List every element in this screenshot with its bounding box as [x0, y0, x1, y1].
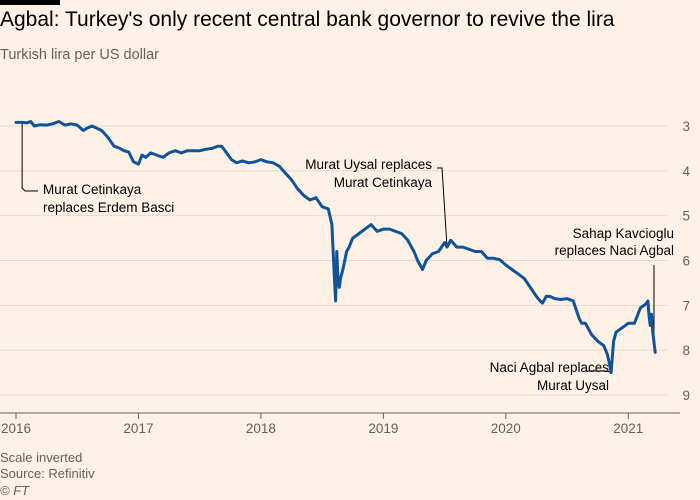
x-tick-label: 2016 [1, 421, 31, 436]
x-tick-label: 2018 [246, 421, 276, 436]
annotation-label: Murat Cetinkaya [334, 175, 433, 190]
annotation-label: replaces Erdem Basci [43, 200, 174, 215]
annotation-label: Murat Uysal replaces [305, 157, 432, 172]
y-gridlines [0, 125, 668, 396]
annotation-leader [21, 122, 38, 192]
ft-credit: © FT [0, 483, 30, 498]
annotations: Murat Cetinkaya replaces Erdem Basci Murat… [21, 122, 674, 393]
annotation-label: Naci Agbal replaces [490, 360, 610, 375]
scale-note: Scale inverted [0, 450, 83, 465]
source-note: Source: Refinitiv [0, 466, 95, 481]
series-line-try-per-usd [14, 120, 657, 375]
x-tick-label: 2019 [368, 421, 398, 436]
y-tick-label: 9 [682, 388, 690, 403]
y-tick-label: 8 [682, 343, 690, 358]
y-tick-label: 7 [682, 298, 690, 313]
y-tick-label: 6 [682, 254, 690, 269]
annotation-leader [437, 167, 448, 248]
chart-subtitle: Turkish lira per US dollar [0, 47, 160, 63]
y-tick-label: 5 [682, 209, 690, 224]
annotation-label: Murat Cetinkaya [43, 182, 142, 197]
annotation-label: Murat Uysal [537, 378, 609, 393]
y-axis: 3 4 5 6 7 8 9 [682, 119, 690, 403]
x-tick-label: 2017 [123, 421, 153, 436]
y-tick-label: 3 [682, 119, 690, 134]
series-layer [14, 120, 657, 375]
annotation-label: Sahap Kavcioglu [573, 226, 674, 241]
x-axis: 2016 2017 2018 2019 2020 2021 [0, 412, 680, 436]
y-tick-label: 4 [682, 164, 690, 179]
chart-title: Agbal: Turkey's only recent central bank… [0, 8, 615, 31]
x-tick-label: 2021 [613, 421, 643, 436]
annotation-label: replaces Naci Agbal [555, 243, 674, 258]
x-tick-label: 2020 [491, 421, 521, 436]
ft-top-bar [0, 0, 60, 5]
